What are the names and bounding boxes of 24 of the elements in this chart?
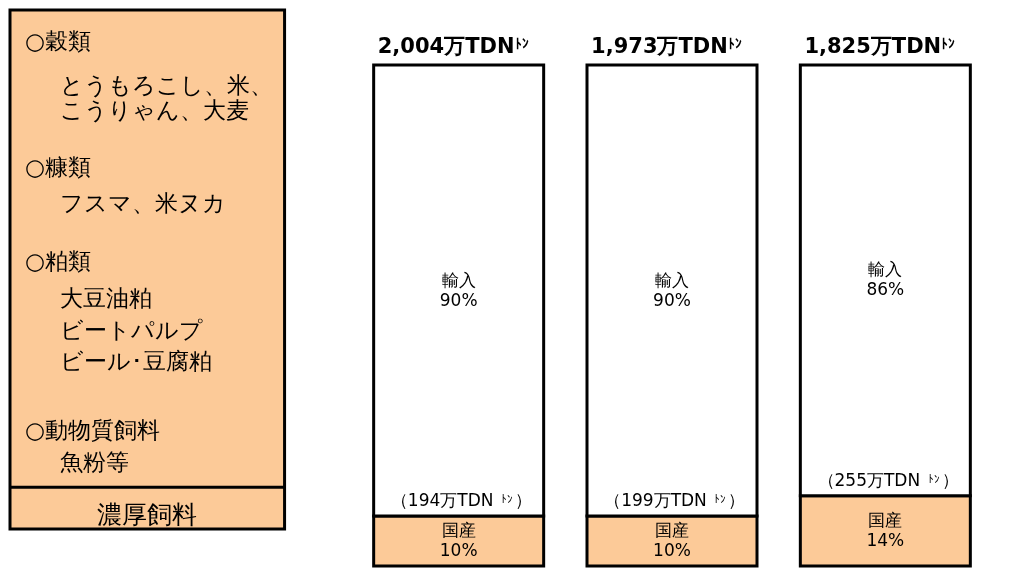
text: 輸入 bbox=[868, 259, 903, 280]
data-label: 10% bbox=[653, 539, 691, 560]
text: ○糠類 bbox=[25, 153, 92, 180]
text: ビートパルプ bbox=[60, 316, 204, 343]
text: フスマ、米ヌカ bbox=[60, 189, 227, 216]
text: ○穀類 bbox=[25, 27, 92, 54]
text: 国産 bbox=[655, 519, 689, 540]
text: ○粕類 bbox=[25, 248, 92, 275]
text: とうもろこし、米、 bbox=[60, 71, 274, 98]
text: ビール･豆腐粕 bbox=[60, 348, 213, 375]
data-label: 86% bbox=[866, 279, 905, 300]
text: 濃厚飼料 bbox=[97, 500, 198, 530]
data-label: 14% bbox=[866, 529, 905, 550]
text: 大豆油粕 bbox=[60, 285, 153, 312]
data-label: 90% bbox=[439, 289, 478, 310]
series-label: 輸入 bbox=[441, 269, 476, 290]
text: 輸入 bbox=[655, 269, 689, 290]
text: ○動物質飼料 bbox=[25, 416, 161, 443]
text: こうりゃん、大麦 bbox=[60, 97, 250, 124]
text: 魚粉等 bbox=[60, 449, 130, 476]
series-label: 国産 bbox=[441, 519, 476, 540]
data-label: 10% bbox=[439, 539, 478, 560]
data-label: 90% bbox=[653, 289, 691, 310]
text: 国産 bbox=[868, 509, 903, 530]
